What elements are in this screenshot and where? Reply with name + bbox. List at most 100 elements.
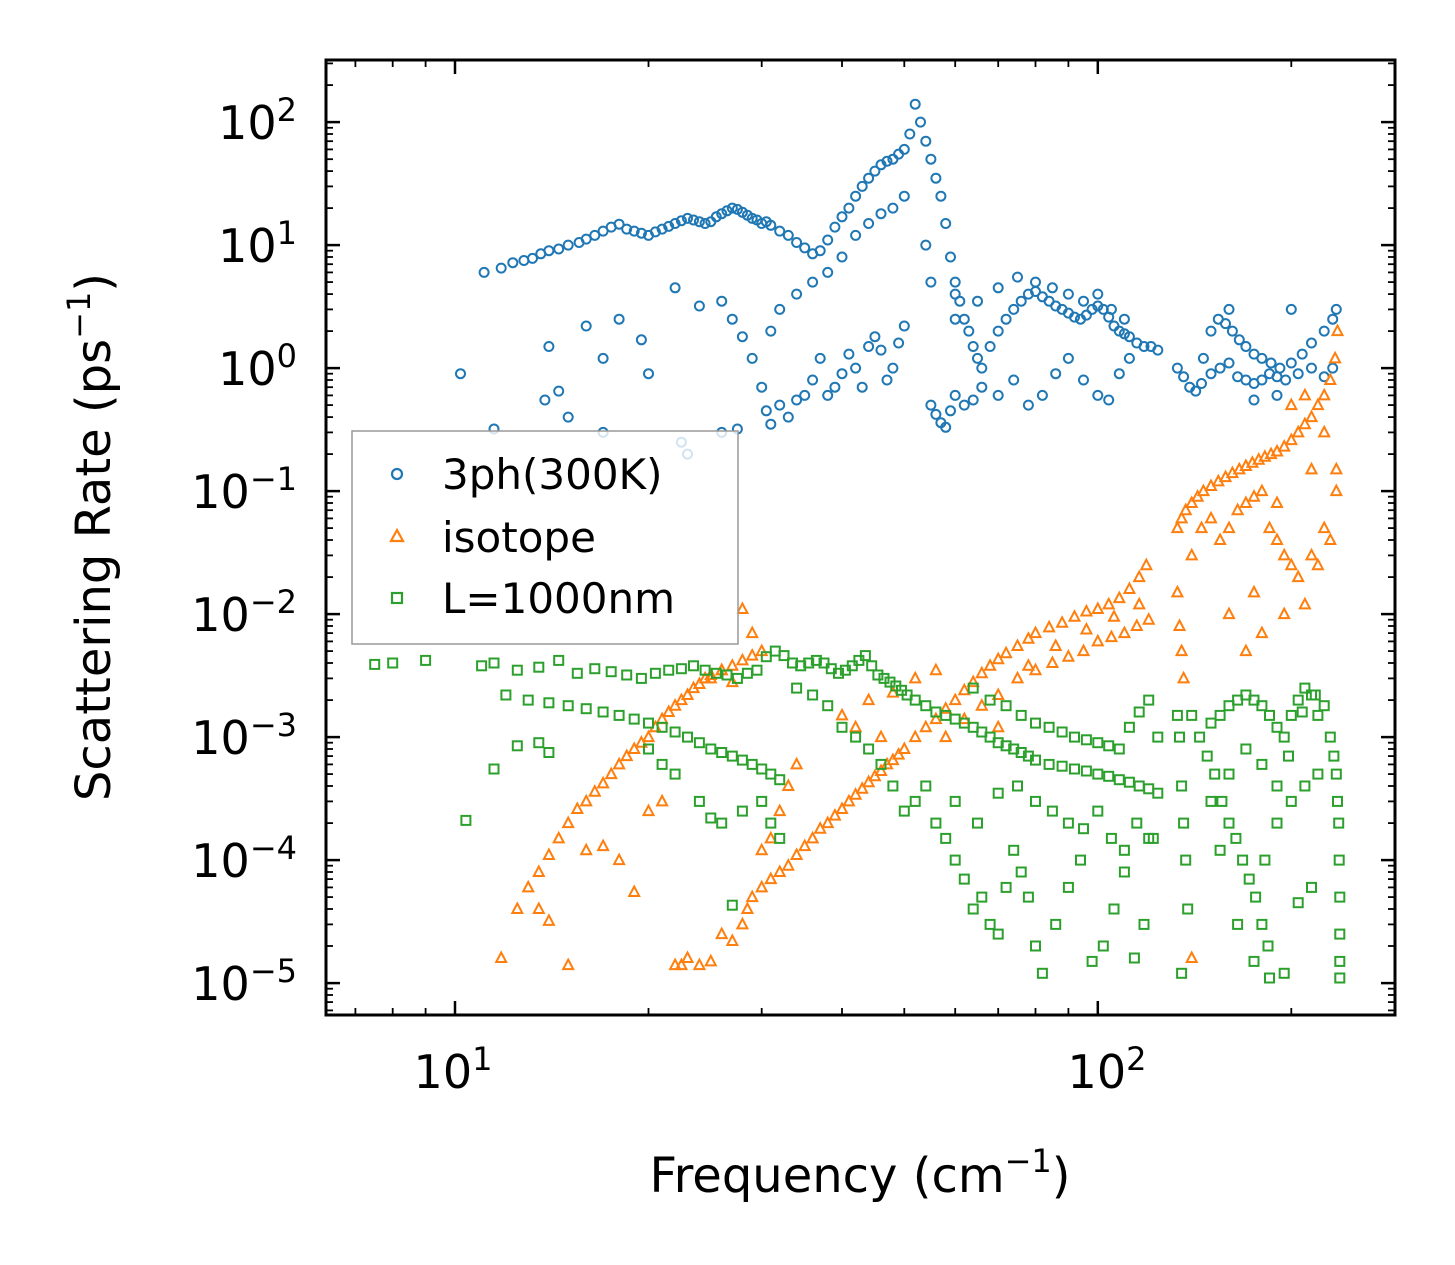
point-triangle-72: [908, 729, 922, 743]
point-circle-179: [455, 368, 466, 380]
point-triangle-165: [1239, 643, 1253, 657]
point-triangle-164: [1185, 950, 1199, 963]
point-square-90: [774, 774, 786, 786]
point-square-209: [1271, 780, 1283, 792]
point-square-179: [1194, 731, 1206, 743]
axes-frame: [324, 58, 1397, 1017]
point-square-171: [1171, 709, 1183, 721]
point-triangle-29: [735, 652, 750, 666]
point-triangle-32: [532, 901, 546, 914]
point-circle-203: [972, 295, 983, 307]
point-triangle-52: [764, 871, 778, 885]
point-triangle-64: [855, 781, 869, 794]
point-square-162: [1030, 795, 1041, 807]
point-triangle-74: [929, 711, 943, 725]
point-circle-147: [836, 368, 848, 380]
point-square-16: [688, 660, 699, 672]
point-triangle-148: [1230, 502, 1245, 516]
point-square-74: [580, 703, 592, 715]
point-square-218: [1292, 897, 1304, 909]
point-square-163: [1046, 805, 1058, 817]
point-circle-158: [925, 399, 937, 411]
point-square-54: [1000, 740, 1012, 752]
point-square-123: [976, 891, 988, 903]
point-square-138: [1118, 866, 1130, 878]
point-triangle-41: [668, 957, 682, 971]
point-square-221: [1328, 750, 1340, 762]
point-square-156: [1143, 694, 1155, 706]
point-circle-59: [898, 143, 910, 155]
point-square-58: [1030, 754, 1041, 766]
point-triangle-145: [1204, 510, 1218, 524]
point-square-231: [1309, 689, 1321, 701]
point-triangle-136: [1298, 416, 1312, 430]
point-triangle-153: [1270, 532, 1284, 545]
point-circle-107: [1197, 352, 1209, 364]
point-circle-210: [1092, 288, 1104, 300]
point-circle-150: [856, 381, 868, 393]
point-circle-175: [1103, 394, 1115, 406]
point-triangle-99: [1045, 655, 1060, 668]
point-square-235: [1259, 854, 1271, 866]
point-triangle-91: [1102, 596, 1116, 610]
point-circle-46: [814, 245, 826, 257]
point-square-157: [1152, 731, 1164, 743]
point-circle-106: [1190, 385, 1202, 397]
point-triangle-67: [874, 763, 888, 776]
point-triangle-33: [542, 913, 556, 926]
point-square-159: [972, 817, 983, 829]
point-square-8: [571, 667, 583, 679]
point-circle-192: [887, 202, 899, 214]
point-triangle-163: [1176, 670, 1191, 684]
point-circle-164: [958, 399, 970, 411]
y-tick-label-1e-5: 10−5: [191, 952, 297, 1011]
point-circle-126: [597, 352, 609, 364]
point-circle-42: [782, 229, 794, 241]
point-circle-25: [688, 214, 699, 226]
point-square-106: [774, 832, 786, 844]
point-square-135: [1086, 955, 1098, 967]
point-square-207: [1240, 743, 1252, 755]
point-circle-98: [1123, 331, 1135, 343]
point-square-129: [1022, 891, 1034, 903]
point-square-5: [511, 664, 523, 676]
point-circle-125: [580, 320, 592, 332]
point-square-229: [1334, 972, 1346, 984]
point-circle-122: [1327, 313, 1339, 325]
point-triangle-63: [848, 787, 863, 800]
point-triangle-76: [948, 692, 962, 706]
point-circle-213: [1196, 378, 1207, 389]
point-triangle-192: [908, 670, 922, 684]
point-circle-195: [850, 229, 862, 241]
point-circle-79: [1008, 303, 1020, 315]
point-triangle-95: [1139, 557, 1153, 571]
point-square-64: [1103, 770, 1115, 782]
point-square-183: [1223, 817, 1235, 829]
point-square-230: [1318, 700, 1330, 712]
point-square-186: [1243, 873, 1255, 885]
legend-label-isotope: isotope: [442, 513, 596, 562]
point-triangle-86: [1042, 619, 1056, 633]
point-circle-172: [1062, 352, 1074, 364]
point-square-154: [1123, 721, 1135, 733]
point-square-144: [1000, 700, 1012, 712]
point-square-10: [605, 666, 617, 678]
point-triangle-42: [674, 957, 689, 971]
point-triangle-170: [1323, 532, 1337, 545]
point-triangle-140: [1323, 372, 1337, 385]
point-circle-206: [1030, 276, 1041, 288]
point-square-153: [1113, 743, 1125, 755]
point-triangle-55: [789, 847, 804, 860]
point-square-191: [1214, 709, 1226, 721]
point-square-78: [643, 717, 654, 729]
point-square-107: [791, 682, 803, 694]
point-triangle-9: [588, 784, 602, 797]
point-triangle-179: [735, 601, 750, 614]
point-circle-135: [746, 352, 758, 364]
point-circle-168: [1008, 374, 1020, 386]
point-square-0: [369, 658, 381, 670]
point-circle-40: [765, 219, 777, 231]
point-square-132: [1050, 918, 1062, 930]
point-square-75: [597, 706, 609, 718]
point-circle-215: [1214, 362, 1226, 374]
